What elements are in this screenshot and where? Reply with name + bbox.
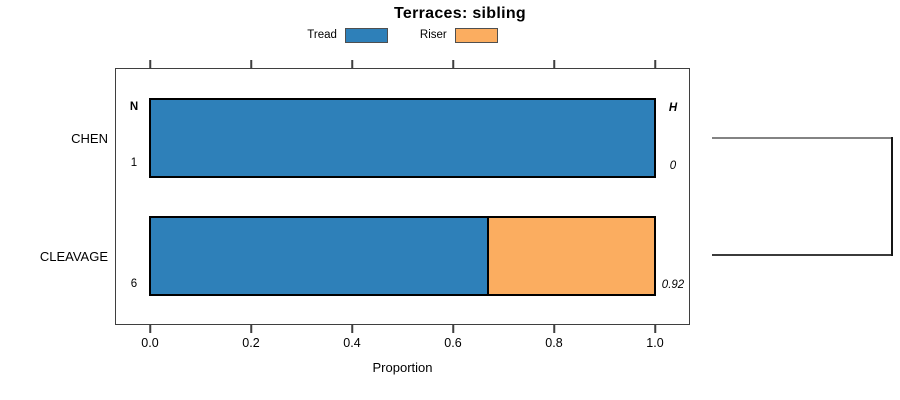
x-axis-tick-label: 1.0: [646, 336, 664, 350]
x-axis-tick: [654, 60, 656, 68]
category-label-cleavage: CLEAVAGE: [39, 249, 108, 264]
x-axis-top-ticks: [149, 60, 656, 68]
x-axis-tick: [553, 60, 555, 68]
x-axis-tick: [250, 60, 252, 68]
bar-segment-tread: [151, 100, 654, 176]
chart-title: Terraces: sibling: [394, 5, 526, 22]
x-axis-bottom-ticks: [149, 325, 656, 333]
h-value-cleavage: 0.92: [661, 279, 685, 291]
bar-segment-riser: [486, 218, 654, 294]
x-axis-tick-label: 0.4: [343, 336, 361, 350]
dendrogram-join-connector: [891, 137, 893, 256]
legend-swatch-tread: [344, 27, 388, 43]
x-axis-tick: [452, 325, 454, 333]
x-axis-tick: [654, 325, 656, 333]
bar-chen: [149, 98, 656, 178]
n-column-header: N: [129, 101, 139, 113]
n-value-chen: 1: [130, 157, 138, 169]
x-axis-tick-label: 0.0: [141, 336, 159, 350]
x-axis-tick: [452, 60, 454, 68]
x-axis-tick: [250, 325, 252, 333]
bar-cleavage: [149, 216, 656, 296]
dendrogram-branch-cleavage: [712, 254, 893, 256]
x-axis-tick: [351, 325, 353, 333]
x-axis-tick: [553, 325, 555, 333]
dendrogram-branch-chen: [712, 137, 892, 139]
legend-swatch-riser: [454, 27, 498, 43]
x-axis-tick: [149, 325, 151, 333]
x-axis-tick-label: 0.6: [444, 336, 462, 350]
n-value-cleavage: 6: [130, 278, 138, 290]
x-axis-tick-label: 0.2: [242, 336, 260, 350]
legend-item-tread: Tread: [307, 27, 388, 43]
bar-segment-tread: [151, 218, 487, 294]
x-axis-tick: [351, 60, 353, 68]
category-label-chen: CHEN: [71, 131, 108, 146]
legend-label-riser: Riser: [419, 29, 447, 41]
legend-item-riser: Riser: [419, 27, 498, 43]
x-axis-title: Proportion: [372, 360, 433, 375]
h-value-chen: 0: [669, 160, 677, 172]
x-axis-tick-label: 0.8: [545, 336, 563, 350]
legend: Tread Riser: [115, 26, 690, 44]
x-axis-tick: [149, 60, 151, 68]
h-column-header: H: [668, 102, 678, 114]
x-axis-tick-labels: 0.0 0.2 0.4 0.6 0.8 1.0: [141, 336, 663, 351]
legend-label-tread: Tread: [307, 29, 337, 41]
